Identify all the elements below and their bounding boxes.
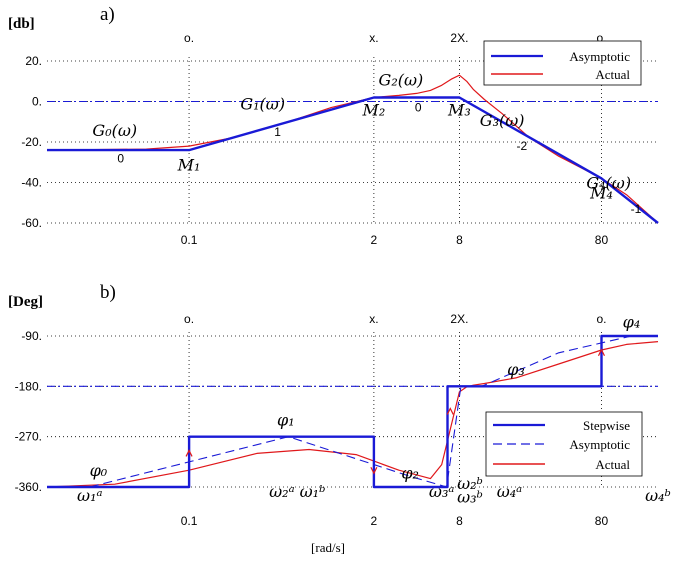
magnitude-plot: [db] a) 20. 0. -20. -40. -60. 0.1 o. 2 x. 8 2X. 80 o… — [8, 4, 659, 247]
magnitude-top-marker-label: o. — [596, 31, 606, 45]
magnitude-series-asymptotic-line — [47, 96, 659, 224]
phase-y-tick-label: -180. — [15, 379, 42, 393]
phase-top-marker-label: 2X. — [450, 312, 468, 326]
frequency-axis-label: [rad/s] — [311, 540, 345, 555]
legend-label-actual: Actual — [595, 67, 630, 82]
phase-y-tick-label: -90. — [21, 329, 42, 343]
magnitude-y-tick-label: -60. — [21, 216, 42, 230]
magnitude-annotation: G₄(ω) — [586, 174, 631, 193]
phase-annotation: ω₁ᵇ — [300, 482, 326, 501]
magnitude-top-marker-label: 2X. — [450, 31, 468, 45]
phase-x-tick-label: 2 — [371, 514, 378, 528]
magnitude-y-tick-label: 20. — [25, 54, 42, 68]
phase-annotation: φ₄ — [623, 313, 641, 332]
phase-x-tick-label: 8 — [456, 514, 463, 528]
magnitude-x-tick-label: 2 — [371, 233, 378, 247]
magnitude-y-tick-label: -40. — [21, 176, 42, 190]
magnitude-annotation: G₁(ω) — [240, 95, 285, 114]
phase-plot: [Deg] b) -90. -180. -270. -360. 0.1 o. 2 x. 8 2X.… — [8, 282, 671, 555]
phase-annotation: ω₂ᵃ — [269, 482, 294, 501]
phase-annotation: ω₁ᵃ — [77, 486, 102, 505]
magnitude-legend-box — [483, 40, 642, 86]
magnitude-annotation: 0 — [117, 151, 124, 165]
phase-annotation: ω₂ᵇ — [457, 474, 483, 493]
phase-annotation: φ₃ — [507, 360, 525, 379]
phase-annotation: ω₃ᵃ — [429, 482, 454, 501]
legend-label-stepwise: Stepwise — [583, 418, 630, 433]
magnitude-annotation: 1 — [274, 125, 281, 139]
magnitude-annotation: G₀(ω) — [92, 121, 137, 140]
phase-y-tick-label: -360. — [15, 480, 42, 494]
legend-label-asymptotic: Asymptotic — [569, 49, 630, 64]
magnitude-unit-label: [db] — [8, 16, 35, 32]
magnitude-x-tick-label: 0.1 — [181, 233, 198, 247]
phase-series-asymptotic-line — [89, 335, 632, 488]
phase-annotation: φ₁ — [277, 410, 295, 429]
phase-series-actual-line — [46, 341, 659, 488]
magnitude-legend: Asymptotic Actual — [483, 40, 642, 86]
phase-panel-label: b) — [100, 282, 116, 303]
magnitude-annotation: -2 — [516, 139, 527, 153]
phase-direction-arrow — [597, 348, 606, 357]
phase-top-marker-label: o. — [596, 312, 606, 326]
magnitude-panel-label: a) — [100, 4, 115, 25]
phase-direction-arrow — [446, 407, 454, 415]
phase-annotation: φ₂ — [401, 464, 419, 483]
legend-label-actual: Actual — [595, 457, 630, 472]
phase-annotation: ω₃ᵇ — [457, 488, 483, 507]
magnitude-annotation: M₄ — [589, 184, 613, 203]
phase-x-tick-label: 0.1 — [181, 514, 198, 528]
phase-unit-label: [Deg] — [8, 294, 43, 310]
magnitude-annotation: M₃ — [447, 101, 471, 120]
magnitude-x-tick-label: 80 — [595, 233, 609, 247]
magnitude-x-tick-label: 8 — [456, 233, 463, 247]
phase-direction-arrow — [185, 449, 193, 457]
magnitude-y-tick-label: -20. — [21, 135, 42, 149]
magnitude-annotation: G₃(ω) — [480, 111, 525, 130]
phase-x-tick-label: 80 — [595, 514, 609, 528]
phase-annotation: φ₀ — [90, 461, 108, 480]
magnitude-annotation: M₁ — [177, 155, 201, 174]
phase-top-marker-label: o. — [184, 312, 194, 326]
legend-label-asymptotic: Asymptotic — [569, 437, 630, 452]
magnitude-annotation: G₂(ω) — [379, 70, 424, 89]
magnitude-top-marker-label: x. — [369, 31, 378, 45]
phase-annotation: ω₄ᵇ — [645, 486, 671, 505]
phase-annotation: ω₄ᵃ — [497, 482, 522, 501]
magnitude-annotation: 0 — [415, 101, 422, 115]
magnitude-annotation: -1 — [631, 202, 642, 216]
magnitude-top-marker-label: o. — [184, 31, 194, 45]
magnitude-y-tick-label: 0. — [32, 95, 42, 109]
phase-direction-arrow — [370, 466, 378, 475]
phase-legend: Stepwise Asymptotic Actual — [485, 411, 643, 477]
magnitude-annotation: M₂ — [361, 101, 385, 120]
phase-y-tick-label: -270. — [15, 430, 42, 444]
phase-top-marker-label: x. — [369, 312, 378, 326]
